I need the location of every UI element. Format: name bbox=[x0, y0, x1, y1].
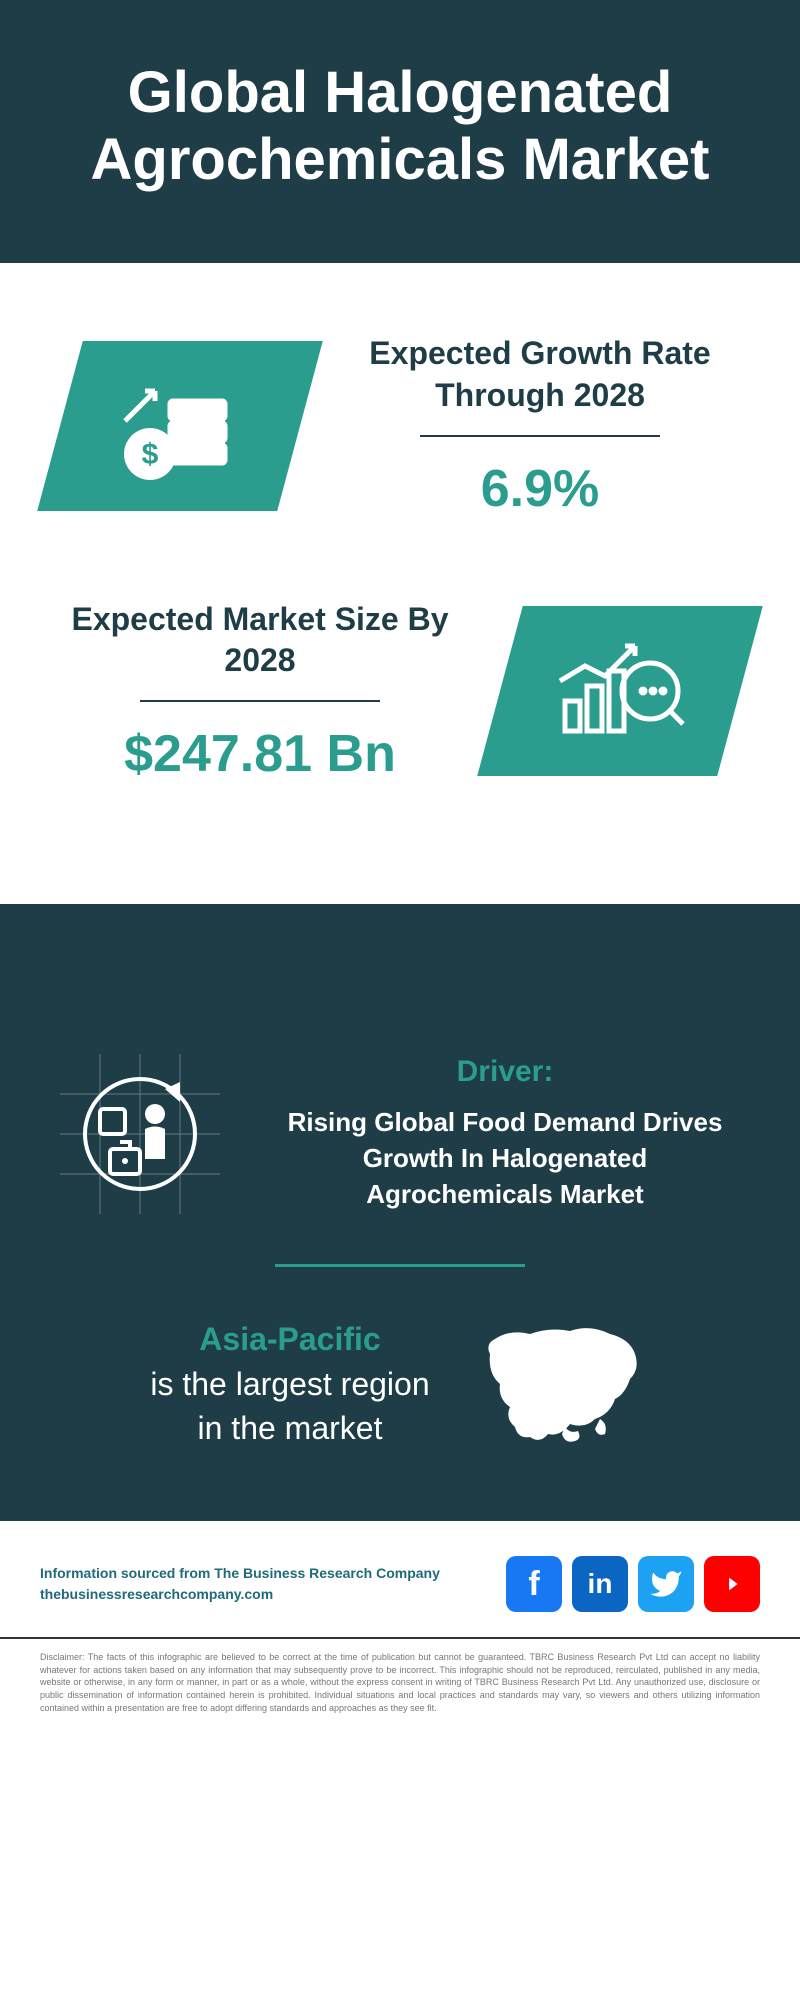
driver-row: Driver: Rising Global Food Demand Drives… bbox=[60, 1054, 740, 1214]
growth-label: Expected Growth Rate Through 2028 bbox=[340, 333, 740, 416]
chart-analysis-icon bbox=[545, 631, 695, 751]
source-line1: Information sourced from The Business Re… bbox=[40, 1563, 440, 1584]
twitter-icon[interactable] bbox=[638, 1556, 694, 1612]
divider bbox=[420, 435, 660, 437]
header-banner: Global Halogenated Agrochemicals Market bbox=[0, 0, 800, 263]
market-size-icon-box bbox=[500, 606, 740, 776]
stats-section: $ Expected Growth Rate Through 2028 6.9% bbox=[0, 263, 800, 903]
region-text: Asia-Pacific is the largest region in th… bbox=[150, 1317, 429, 1451]
region-line2: in the market bbox=[198, 1410, 383, 1446]
growth-icon-box: $ bbox=[60, 341, 300, 511]
asia-map-icon bbox=[470, 1319, 650, 1449]
region-highlight: Asia-Pacific bbox=[199, 1321, 380, 1357]
dark-info-section: Driver: Rising Global Food Demand Drives… bbox=[0, 1024, 800, 1521]
driver-text-block: Driver: Rising Global Food Demand Drives… bbox=[270, 1055, 740, 1213]
region-row: Asia-Pacific is the largest region in th… bbox=[60, 1317, 740, 1451]
growth-value: 6.9% bbox=[340, 459, 740, 519]
money-growth-icon: $ bbox=[110, 366, 250, 486]
driver-description: Rising Global Food Demand Drives Growth … bbox=[270, 1104, 740, 1213]
driver-label: Driver: bbox=[270, 1055, 740, 1089]
market-size-stat-row: Expected Market Size By 2028 $247.81 Bn bbox=[60, 599, 740, 784]
social-icons: f in bbox=[506, 1556, 760, 1612]
growth-stat-text: Expected Growth Rate Through 2028 6.9% bbox=[340, 333, 740, 518]
footer: Information sourced from The Business Re… bbox=[0, 1521, 800, 1639]
footer-source: Information sourced from The Business Re… bbox=[40, 1563, 440, 1605]
driver-icon bbox=[60, 1054, 220, 1214]
youtube-icon[interactable] bbox=[704, 1556, 760, 1612]
market-size-value: $247.81 Bn bbox=[60, 724, 460, 784]
market-size-stat-text: Expected Market Size By 2028 $247.81 Bn bbox=[60, 599, 460, 784]
skyline-graphic bbox=[0, 904, 800, 1024]
page-title: Global Halogenated Agrochemicals Market bbox=[40, 60, 760, 193]
disclaimer-text: Disclaimer: The facts of this infographi… bbox=[0, 1639, 800, 1744]
growth-stat-row: $ Expected Growth Rate Through 2028 6.9% bbox=[60, 333, 740, 518]
source-line2: thebusinessresearchcompany.com bbox=[40, 1584, 440, 1605]
linkedin-icon[interactable]: in bbox=[572, 1556, 628, 1612]
divider bbox=[140, 700, 380, 702]
region-line1: is the largest region bbox=[150, 1366, 429, 1402]
market-size-label: Expected Market Size By 2028 bbox=[60, 599, 460, 682]
svg-text:$: $ bbox=[142, 438, 159, 471]
section-divider bbox=[275, 1264, 525, 1267]
facebook-icon[interactable]: f bbox=[506, 1556, 562, 1612]
